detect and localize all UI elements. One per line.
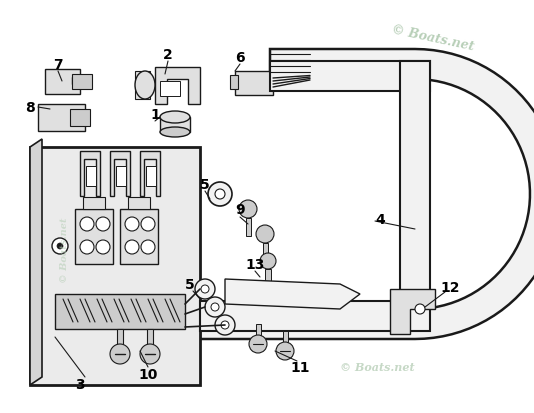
Circle shape: [125, 240, 139, 254]
Circle shape: [110, 344, 130, 364]
Bar: [256, 324, 261, 344]
Polygon shape: [155, 68, 200, 105]
Circle shape: [57, 243, 63, 249]
Polygon shape: [70, 110, 90, 127]
Circle shape: [80, 240, 94, 254]
Circle shape: [141, 240, 155, 254]
Text: 2: 2: [163, 48, 173, 62]
Text: 8: 8: [25, 101, 35, 115]
Circle shape: [80, 218, 94, 231]
Ellipse shape: [160, 112, 190, 124]
Text: © Boats.net: © Boats.net: [390, 23, 475, 53]
Polygon shape: [110, 152, 130, 197]
Circle shape: [415, 304, 425, 314]
Bar: [128, 197, 150, 209]
Bar: [116, 166, 126, 187]
Circle shape: [141, 218, 155, 231]
Bar: [230, 76, 238, 90]
Circle shape: [215, 315, 235, 335]
Circle shape: [260, 254, 276, 269]
Polygon shape: [45, 70, 80, 95]
Circle shape: [276, 342, 294, 360]
Bar: [246, 218, 251, 236]
Text: 5: 5: [185, 277, 195, 291]
Bar: [147, 329, 153, 354]
Bar: [283, 331, 288, 351]
Circle shape: [215, 190, 225, 199]
Bar: [117, 329, 123, 354]
Text: 6: 6: [235, 51, 245, 65]
Polygon shape: [38, 105, 85, 132]
Bar: [160, 82, 180, 97]
Circle shape: [239, 201, 257, 218]
Text: 11: 11: [290, 360, 310, 374]
Circle shape: [201, 285, 209, 293]
Text: 1: 1: [150, 108, 160, 122]
Text: 3: 3: [75, 377, 85, 391]
Bar: [75, 209, 113, 264]
Circle shape: [96, 240, 110, 254]
Circle shape: [52, 238, 68, 254]
Circle shape: [125, 218, 139, 231]
Bar: [135, 72, 150, 100]
Ellipse shape: [160, 128, 190, 138]
Circle shape: [208, 183, 232, 206]
Text: © Boats.net: © Boats.net: [340, 362, 414, 373]
Bar: [265, 269, 271, 287]
Bar: [200, 301, 400, 331]
Circle shape: [211, 303, 219, 311]
Polygon shape: [80, 152, 100, 197]
Circle shape: [256, 225, 274, 243]
Text: 9: 9: [235, 202, 245, 216]
Bar: [146, 166, 156, 187]
Circle shape: [140, 344, 160, 364]
Bar: [263, 243, 268, 261]
Polygon shape: [200, 50, 534, 339]
Bar: [235, 72, 273, 96]
Ellipse shape: [135, 72, 155, 100]
Bar: [30, 147, 200, 385]
Circle shape: [205, 297, 225, 317]
Circle shape: [96, 218, 110, 231]
Text: © Boats.net: © Boats.net: [60, 217, 69, 282]
Bar: [86, 166, 96, 187]
Polygon shape: [72, 75, 92, 90]
Polygon shape: [30, 140, 42, 385]
Bar: [400, 62, 430, 331]
Text: 5: 5: [200, 178, 210, 192]
Text: 12: 12: [440, 280, 460, 294]
Circle shape: [249, 335, 267, 353]
Bar: [160, 118, 190, 133]
Bar: [270, 62, 430, 92]
Text: 10: 10: [138, 367, 158, 381]
Bar: [120, 209, 158, 264]
Text: 4: 4: [375, 212, 385, 226]
Polygon shape: [225, 279, 360, 309]
Bar: [83, 197, 105, 209]
Text: 7: 7: [53, 58, 63, 72]
Circle shape: [195, 279, 215, 299]
Polygon shape: [140, 152, 160, 197]
Polygon shape: [390, 289, 435, 334]
Text: 13: 13: [245, 257, 265, 271]
Circle shape: [221, 321, 229, 329]
Bar: [55, 294, 185, 329]
